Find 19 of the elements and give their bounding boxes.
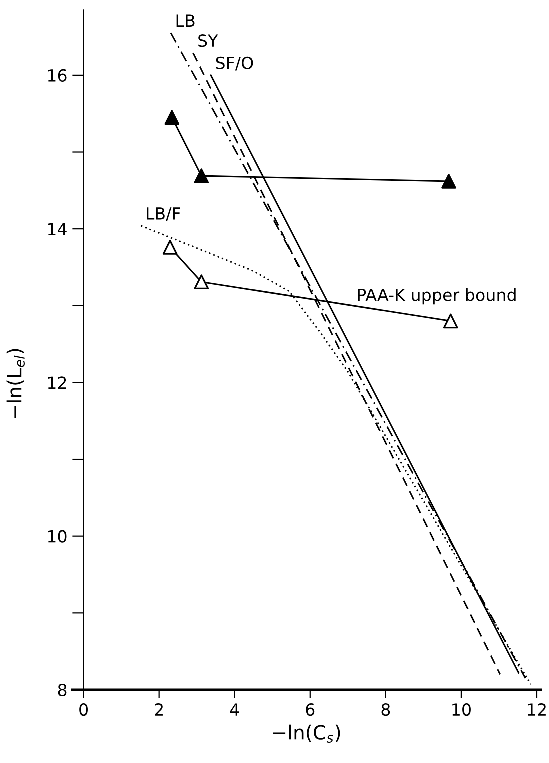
series-label: LB [176, 14, 195, 27]
y-tick-label: 10 [48, 530, 67, 543]
x-tick-label: 12 [528, 703, 546, 716]
x-tick-label: 0 [80, 703, 88, 716]
x-tick-label: 8 [382, 703, 390, 716]
y-tick-label: 14 [48, 223, 67, 236]
y-tick-label: 16 [48, 69, 67, 82]
x-tick-label: 10 [452, 703, 471, 716]
x-tick-label: 4 [230, 704, 240, 716]
series-label: SY [198, 34, 218, 48]
y-tick-label: 8 [58, 684, 67, 697]
series-label: PAA-K upper bound [358, 288, 516, 305]
series-label: LB/F [147, 208, 180, 222]
x-tick-label: 6 [306, 703, 315, 716]
y-tick-label: 12 [48, 376, 66, 390]
x-tick-label: 2 [155, 703, 163, 716]
x-axis-title: −ln(C$_{s}$) [273, 724, 340, 744]
y-axis-title: −ln(L$_{el}$) [6, 349, 25, 418]
series-label: SF/O [216, 56, 254, 71]
